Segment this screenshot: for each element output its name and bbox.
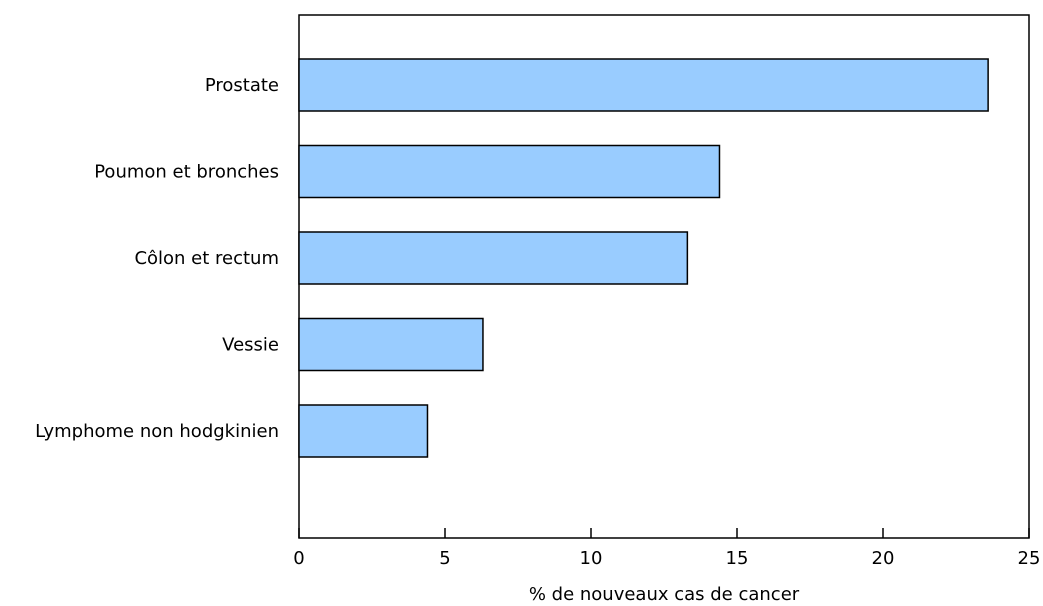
x-axis-title: % de nouveaux cas de cancer xyxy=(529,584,800,605)
bars xyxy=(298,58,989,458)
category-label: Vessie xyxy=(222,335,279,356)
bar-4 xyxy=(298,317,484,372)
x-axis-tick-labels: 0 5 10 15 20 25 xyxy=(293,548,1040,569)
x-tick-label: 10 xyxy=(580,548,603,569)
category-labels: Prostate Poumon et bronches Côlon et rectu… xyxy=(35,75,279,442)
category-label: Poumon et bronches xyxy=(94,162,279,183)
bar-3 xyxy=(298,231,689,285)
x-tick-label: 5 xyxy=(439,548,450,569)
category-label: Prostate xyxy=(205,75,279,96)
x-tick-label: 20 xyxy=(872,548,895,569)
x-tick-label: 25 xyxy=(1018,548,1041,569)
category-label: Côlon et rectum xyxy=(134,248,279,269)
bar-1 xyxy=(298,58,989,112)
bar-5 xyxy=(298,404,429,458)
x-tick-label: 15 xyxy=(726,548,749,569)
x-axis-ticks xyxy=(298,528,1030,538)
x-tick-label: 0 xyxy=(293,548,304,569)
category-label: Lymphome non hodgkinien xyxy=(35,421,279,442)
bar-2 xyxy=(298,144,721,199)
